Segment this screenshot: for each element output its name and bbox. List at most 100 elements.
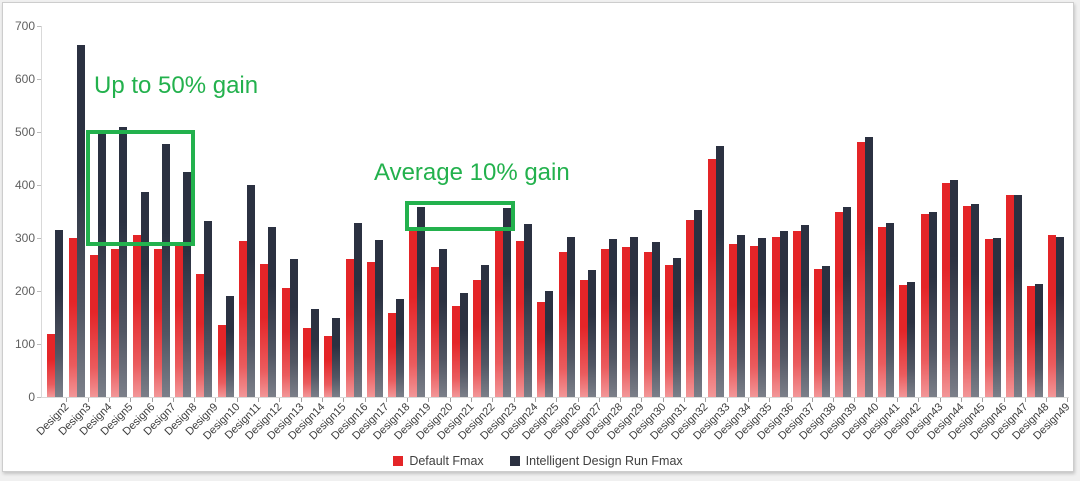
x-axis-tick — [556, 398, 558, 402]
bar-intelligent-fmax — [928, 211, 937, 397]
bar-intelligent-fmax — [992, 238, 1001, 397]
x-axis-tick — [364, 398, 366, 402]
bar-intelligent-fmax — [140, 191, 149, 397]
x-axis-tick — [1024, 398, 1026, 402]
legend-item-default-fmax: Default Fmax — [393, 454, 484, 468]
bar-intelligent-fmax — [417, 206, 426, 397]
x-axis-tick — [471, 398, 472, 402]
x-axis-tick — [918, 398, 920, 402]
bar-intelligent-fmax — [523, 224, 532, 397]
bar-default-fmax — [366, 262, 375, 397]
x-axis-tick — [833, 398, 835, 402]
bar-intelligent-fmax — [864, 136, 873, 397]
bar-intelligent-fmax — [971, 203, 980, 397]
bar-default-fmax — [899, 284, 908, 397]
bar-intelligent-fmax — [289, 259, 298, 397]
bar-default-fmax — [835, 212, 844, 397]
bar-intelligent-fmax — [800, 224, 809, 397]
bar-default-fmax — [388, 312, 397, 397]
x-axis-tick — [1067, 398, 1069, 402]
x-axis-tick — [854, 398, 856, 402]
x-axis-tick — [236, 398, 238, 402]
x-axis-tick — [130, 398, 132, 402]
bar-default-fmax — [814, 269, 823, 397]
bar-default-fmax — [345, 259, 354, 397]
bar-default-fmax — [792, 231, 801, 397]
bar-intelligent-fmax — [1013, 195, 1022, 397]
bar-default-fmax — [175, 244, 184, 397]
bar-default-fmax — [707, 159, 716, 397]
bar-default-fmax — [1048, 235, 1057, 397]
bar-default-fmax — [409, 231, 418, 397]
x-axis-tick — [407, 398, 409, 402]
legend-item-intelligent-fmax: Intelligent Design Run Fmax — [509, 454, 683, 468]
x-axis-tick — [1003, 398, 1005, 402]
bar-intelligent-fmax — [715, 145, 724, 397]
bar-intelligent-fmax — [630, 236, 639, 397]
bar-intelligent-fmax — [183, 171, 192, 397]
bar-default-fmax — [217, 324, 226, 397]
bar-default-fmax — [643, 251, 652, 397]
bar-intelligent-fmax — [353, 223, 362, 397]
x-axis-tick — [66, 398, 68, 402]
bar-intelligent-fmax — [55, 230, 64, 397]
y-axis-spine — [41, 26, 42, 397]
bar-intelligent-fmax — [651, 242, 660, 397]
bar-default-fmax — [558, 251, 567, 397]
bar-default-fmax — [622, 247, 631, 397]
bar-intelligent-fmax — [609, 238, 618, 397]
y-axis-tick — [37, 26, 41, 27]
bar-intelligent-fmax — [949, 179, 958, 397]
x-axis-tick — [215, 398, 217, 402]
bar-intelligent-fmax — [736, 235, 745, 397]
bar-default-fmax — [324, 335, 333, 397]
bar-default-fmax — [686, 219, 695, 397]
x-axis-tick — [662, 398, 664, 402]
bar-default-fmax — [665, 265, 673, 397]
bar-default-fmax — [728, 244, 737, 397]
bar-default-fmax — [750, 245, 759, 397]
bar-intelligent-fmax — [76, 44, 85, 397]
bar-intelligent-fmax — [758, 238, 767, 397]
bar-default-fmax — [1005, 195, 1014, 397]
bar-intelligent-fmax — [119, 126, 128, 397]
bar-default-fmax — [771, 237, 780, 397]
bar-intelligent-fmax — [907, 281, 916, 397]
y-axis-label: 0 — [28, 390, 35, 404]
bar-intelligent-fmax — [374, 240, 383, 397]
x-axis-line — [41, 397, 1069, 398]
bar-intelligent-fmax — [694, 209, 703, 397]
x-axis-tick — [321, 398, 323, 402]
bar-intelligent-fmax — [396, 298, 405, 397]
bar-default-fmax — [68, 238, 77, 397]
x-axis-tick — [108, 398, 110, 402]
bar-chart: 0 100 200 300 400 500 600 700 Design2 Design3 Des… — [3, 3, 1073, 471]
bar-intelligent-fmax — [161, 144, 170, 397]
bar-default-fmax — [601, 248, 610, 397]
bar-intelligent-fmax — [97, 132, 106, 397]
bar-intelligent-fmax — [332, 317, 341, 397]
bar-intelligent-fmax — [310, 309, 319, 397]
bar-intelligent-fmax — [225, 296, 234, 397]
x-axis-tick — [194, 398, 196, 402]
y-axis-label: 600 — [14, 72, 35, 86]
x-axis-tick — [449, 398, 451, 402]
bar-intelligent-fmax — [886, 222, 894, 397]
bar-intelligent-fmax — [502, 207, 511, 397]
x-axis-tick — [620, 398, 622, 402]
y-axis-tick — [37, 132, 41, 133]
x-axis-tick — [577, 398, 579, 402]
x-axis-tick — [705, 398, 707, 402]
y-axis-label: 500 — [14, 125, 35, 139]
bar-intelligent-fmax — [247, 185, 255, 397]
x-axis-tick — [1046, 398, 1048, 402]
y-axis-tick — [37, 238, 41, 239]
bar-default-fmax — [941, 183, 950, 397]
x-axis-tick — [684, 398, 685, 402]
x-axis-tick — [279, 398, 281, 402]
bar-intelligent-fmax — [204, 220, 213, 397]
bar-intelligent-fmax — [566, 236, 575, 397]
x-axis-tick — [598, 398, 600, 402]
bar-default-fmax — [856, 141, 865, 397]
x-axis-tick — [747, 398, 749, 402]
